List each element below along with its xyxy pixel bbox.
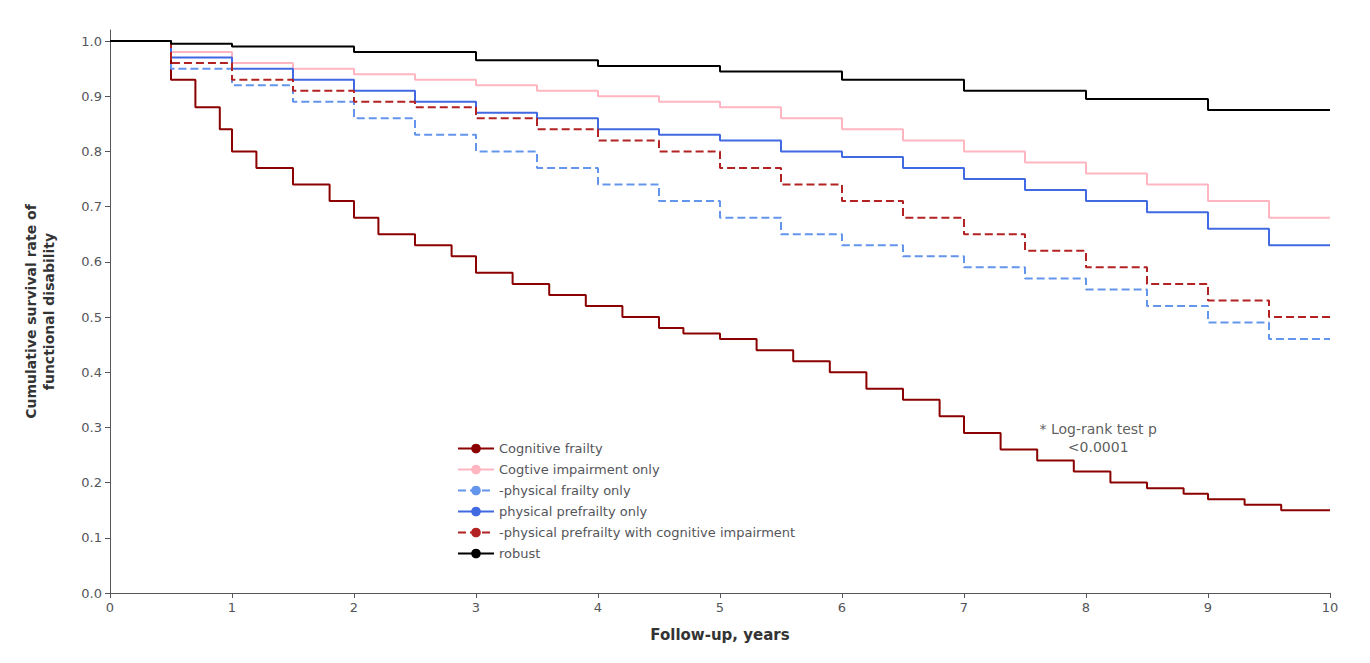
svg-text:9: 9 [1204, 600, 1212, 615]
svg-text:0.2: 0.2 [81, 475, 102, 490]
svg-text:5: 5 [716, 600, 724, 615]
svg-text:0.8: 0.8 [81, 144, 102, 159]
svg-text:physical prefrailty only: physical prefrailty only [499, 504, 648, 519]
svg-text:0.5: 0.5 [81, 310, 102, 325]
svg-text:0.6: 0.6 [81, 254, 102, 269]
svg-text:-physical frailty only: -physical frailty only [499, 483, 631, 498]
svg-text:0.0: 0.0 [81, 586, 102, 601]
svg-text:Cogtive impairment only: Cogtive impairment only [499, 462, 660, 477]
svg-text:* Log-rank test p: * Log-rank test p [1039, 421, 1157, 437]
svg-text:0.3: 0.3 [81, 420, 102, 435]
svg-text:8: 8 [1082, 600, 1090, 615]
svg-text:0.7: 0.7 [81, 199, 102, 214]
svg-text:10: 10 [1322, 600, 1339, 615]
svg-text:4: 4 [594, 600, 602, 615]
svg-text:6: 6 [838, 600, 846, 615]
svg-text:-physical prefrailty with cogn: -physical prefrailty with cognitive impa… [499, 525, 795, 540]
svg-text:2: 2 [350, 600, 358, 615]
svg-text:Cumulative survival rate of: Cumulative survival rate of [23, 203, 39, 418]
svg-text:1: 1 [228, 600, 236, 615]
svg-text:robust: robust [499, 546, 540, 561]
svg-text:7: 7 [960, 600, 968, 615]
svg-text:<0.0001: <0.0001 [1068, 439, 1129, 455]
svg-text:0.4: 0.4 [81, 365, 102, 380]
svg-text:Follow-up, years: Follow-up, years [650, 626, 789, 644]
svg-text:0.1: 0.1 [81, 530, 102, 545]
svg-text:0.9: 0.9 [81, 89, 102, 104]
svg-text:Cognitive frailty: Cognitive frailty [499, 441, 603, 456]
svg-text:3: 3 [472, 600, 480, 615]
svg-text:1.0: 1.0 [81, 34, 102, 49]
svg-text:functional disability: functional disability [41, 233, 57, 390]
svg-text:0: 0 [106, 600, 114, 615]
